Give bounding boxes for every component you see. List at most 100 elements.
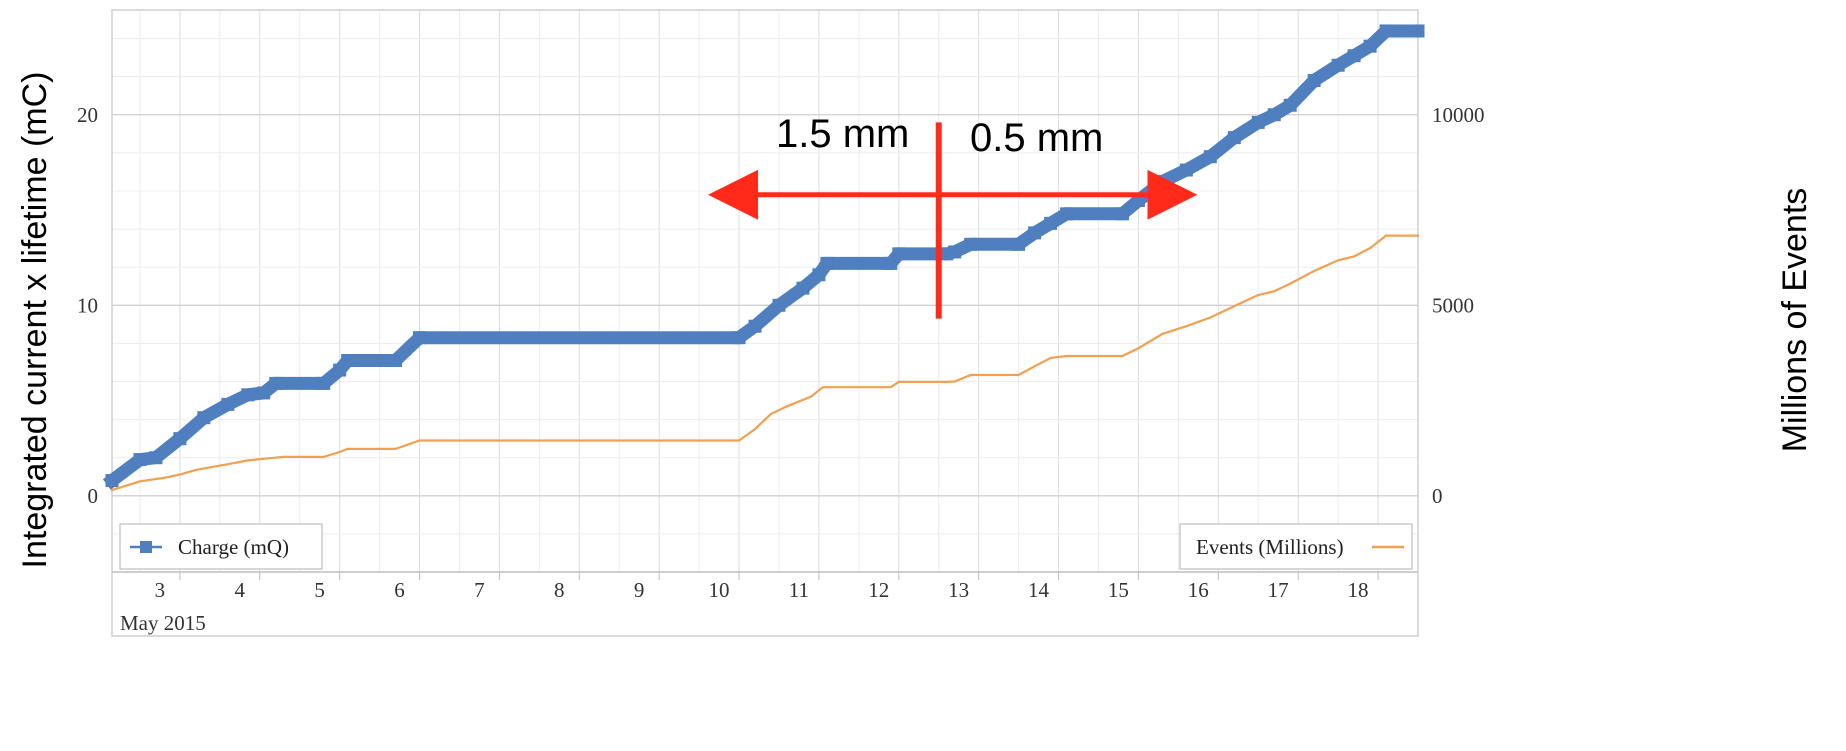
series-charge-point [1227,131,1241,145]
x-tick-label: 14 [1028,578,1050,602]
series-charge-point [772,298,786,312]
series-events-point [897,380,900,383]
series-charge-point [796,281,810,295]
series-charge-point [317,376,331,390]
series-charge-point [1155,174,1169,188]
y-left-tick-label: 0 [88,484,99,508]
legend-label-charge: Charge (mQ) [178,535,289,559]
series-events-point [394,447,397,451]
series-charge-point [133,453,147,467]
series-events-point [1209,316,1212,319]
series-events-point [226,463,229,466]
series-charge-point [892,247,906,261]
series-charge-point [812,268,826,282]
y-left-tick-label: 20 [77,103,98,127]
series-charge-point [1044,216,1058,230]
series-layer [102,24,1425,492]
series-charge-point [1331,58,1345,72]
series-charge-point [1283,98,1297,112]
y-left-tick-label: 10 [77,293,98,317]
series-events-point [1121,354,1124,358]
x-month-label: May 2015 [120,611,206,635]
series-events-point [753,428,757,431]
series-charge-point [389,354,403,368]
series-events-point [282,455,285,459]
series-events-point [1033,365,1036,368]
x-tick-label: 11 [789,578,809,602]
annotation-label-right: 0.5 mm [970,116,1103,160]
x-tick-label: 5 [314,578,325,602]
series-events-point [1337,259,1340,262]
series-charge-point [1203,150,1217,164]
series-charge-point [413,331,427,345]
series-events-point [1273,290,1276,293]
series-charge-point [149,451,163,465]
series-events-point [1049,356,1052,359]
x-tick-label: 3 [155,578,166,602]
series-events-point [338,450,341,454]
series-events-point [1185,325,1188,328]
series-charge-point [732,331,746,345]
series-charge-point [197,411,211,425]
series-events-point [1313,269,1316,273]
series-events-point [178,473,181,476]
annotations: 1.5 mm 0.5 mm [708,112,1198,319]
axes: 3 4 5 6 7 8 9 10 11 12 13 14 15 16 17 18 May 2015 0 10 20 0 5… [16,72,1814,635]
series-charge-point [1115,207,1129,221]
series-events-point [1352,255,1356,258]
x-tick-label: 15 [1108,578,1129,602]
series-charge-point [820,256,834,270]
series-charge-point [341,354,355,368]
series-events-point [1384,234,1388,237]
series-events-point [785,405,789,408]
legend-label-events: Events (Millions) [1196,535,1344,559]
series-events-point [418,439,421,442]
series-events-point [246,459,249,462]
series-events-point [346,447,349,451]
x-tick-label: 4 [235,578,246,602]
series-charge-line [102,24,1425,490]
x-tick-label: 12 [868,578,889,602]
x-tick-label: 8 [554,578,565,602]
x-tick-label: 10 [709,578,730,602]
series-charge-point [241,388,255,402]
series-events-line [110,234,1420,492]
series-events-point [945,380,948,383]
x-tick-label: 13 [948,578,969,602]
series-charge-point [1028,226,1042,240]
x-tick-label: 7 [474,578,485,602]
series-events-point [1257,293,1260,297]
series-events-point [1416,234,1420,237]
series-charge-point [1307,73,1321,87]
series-charge-point [105,474,119,488]
series-events-point [110,488,114,492]
series-events-point [953,380,956,383]
series-charge-point [948,245,962,259]
series-events-point [889,386,892,389]
series-charge-point [173,432,187,446]
series-events-point [1065,354,1068,358]
series-events-point [194,468,197,471]
series-events-point [1233,304,1236,308]
series-charge-point [1012,237,1026,251]
series-events-point [1368,247,1372,250]
series-events-point [1289,282,1292,285]
plot-frame [111,9,1419,637]
series-events-point [1137,347,1140,350]
series-charge-point [748,319,762,333]
series-events-point [821,386,825,389]
y-right-axis-title: Millions of Events [1776,188,1814,453]
series-events-point [809,395,813,398]
x-tick-label: 6 [394,578,405,602]
series-charge-point [257,386,271,400]
series-charge-point [1363,39,1377,53]
series-charge-point [1347,49,1361,63]
series-events-point [162,476,166,479]
grid [112,10,1419,573]
series-events-point [262,457,265,460]
series-events-point [1017,373,1020,377]
x-tick-label: 17 [1268,578,1289,602]
series-events-point [969,373,972,377]
series-events-point [737,439,741,442]
